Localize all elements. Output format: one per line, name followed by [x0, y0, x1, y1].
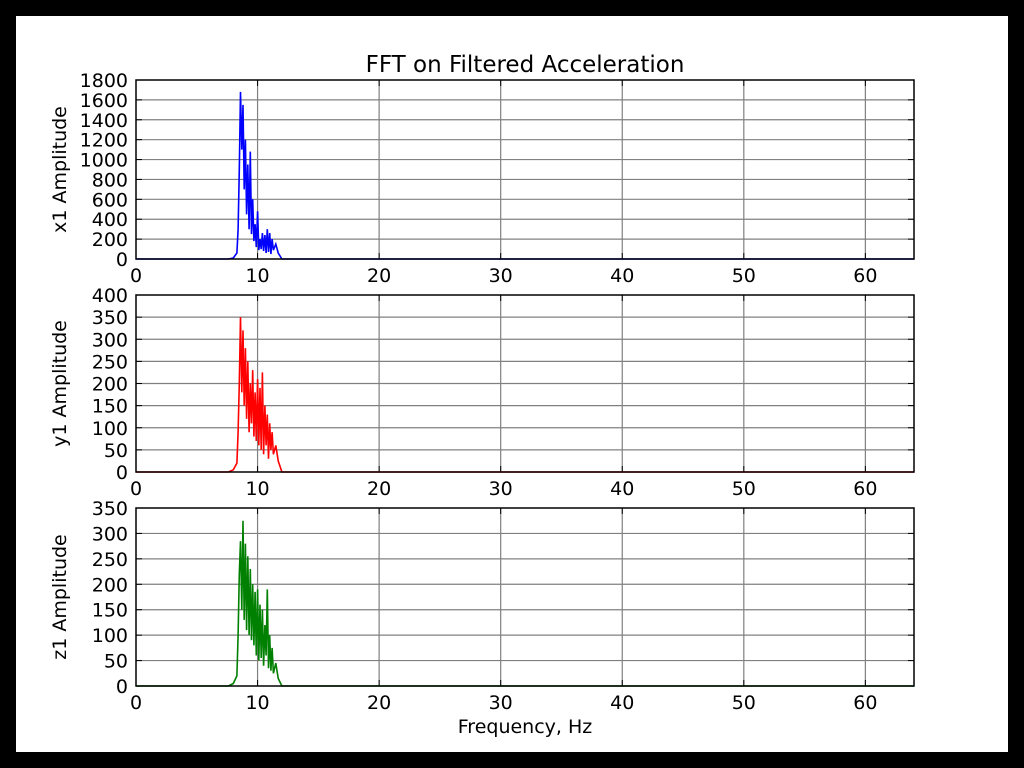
chart-title: FFT on Filtered Acceleration: [366, 52, 685, 78]
y-tick-label: 400: [92, 285, 128, 307]
x-tick-label: 20: [367, 692, 391, 714]
y-tick-label: 200: [92, 574, 128, 596]
x-tick-label: 40: [610, 478, 634, 500]
x-tick-label: 10: [245, 692, 269, 714]
series-line-2: [136, 317, 914, 473]
y-tick-label: 1800: [80, 70, 128, 92]
y-tick-label: 50: [104, 440, 128, 462]
y-tick-label: 100: [92, 625, 128, 647]
x-tick-label: 0: [130, 692, 142, 714]
subplots: 0 10 20 30 40 50 60020040060080010001200140016…: [49, 70, 915, 714]
y-tick-label: 300: [92, 329, 128, 351]
x-tick-label: 60: [853, 692, 877, 714]
y-tick-label: 150: [92, 600, 128, 622]
x-tick-label: 20: [367, 478, 391, 500]
series-line-1: [136, 91, 914, 260]
y-tick-label: 0: [116, 249, 128, 271]
x-axis-label: Frequency, Hz: [458, 716, 593, 738]
x-tick-label: 40: [610, 265, 634, 287]
y-tick-label: 250: [92, 549, 128, 571]
subplot-1: 0 10 20 30 40 50 60020040060080010001200140016…: [49, 70, 915, 287]
x-tick-label: 0: [130, 478, 142, 500]
y-tick-label: 50: [104, 651, 128, 673]
y-tick-label: 1400: [80, 110, 128, 132]
x-tick-label: 60: [853, 265, 877, 287]
x-tick-label: 10: [245, 478, 269, 500]
y-tick-label: 200: [92, 229, 128, 251]
y-tick-label: 0: [116, 462, 128, 484]
y-tick-label: 200: [92, 374, 128, 396]
x-tick-label: 50: [732, 692, 756, 714]
fft-chart: FFT on Filtered Acceleration Frequency, …: [49, 52, 915, 738]
figure-frame: FFT on Filtered Acceleration Frequency, …: [16, 16, 1008, 752]
y-axis-label: x1 Amplitude: [49, 106, 71, 233]
y-tick-label: 400: [92, 209, 128, 231]
y-tick-label: 350: [92, 498, 128, 520]
x-tick-label: 50: [732, 478, 756, 500]
x-tick-label: 30: [489, 265, 513, 287]
y-tick-label: 800: [92, 169, 128, 191]
y-tick-label: 300: [92, 523, 128, 545]
axes-frame: [135, 79, 915, 260]
x-tick-label: 30: [489, 478, 513, 500]
axes-frame: [135, 507, 915, 687]
y-tick-label: 100: [92, 418, 128, 440]
x-tick-label: 60: [853, 478, 877, 500]
y-tick-label: 1200: [80, 130, 128, 152]
y-tick-label: 1000: [80, 150, 128, 172]
y-tick-label: 150: [92, 396, 128, 418]
axes-frame: [135, 294, 915, 473]
x-tick-label: 40: [610, 692, 634, 714]
y-tick-label: 600: [92, 189, 128, 211]
y-axis-label: z1 Amplitude: [49, 534, 71, 659]
x-tick-label: 0: [130, 265, 142, 287]
x-tick-label: 10: [245, 265, 269, 287]
y-tick-label: 250: [92, 351, 128, 373]
y-tick-label: 1600: [80, 90, 128, 112]
subplot-2: 0 10 20 30 40 50 60050100150200250300350400y1 …: [49, 285, 915, 500]
x-tick-label: 20: [367, 265, 391, 287]
x-tick-label: 30: [489, 692, 513, 714]
x-tick-label: 50: [732, 265, 756, 287]
y-tick-label: 350: [92, 307, 128, 329]
y-axis-label: y1 Amplitude: [49, 320, 71, 447]
y-tick-label: 0: [116, 676, 128, 698]
series-line-3: [136, 520, 914, 687]
